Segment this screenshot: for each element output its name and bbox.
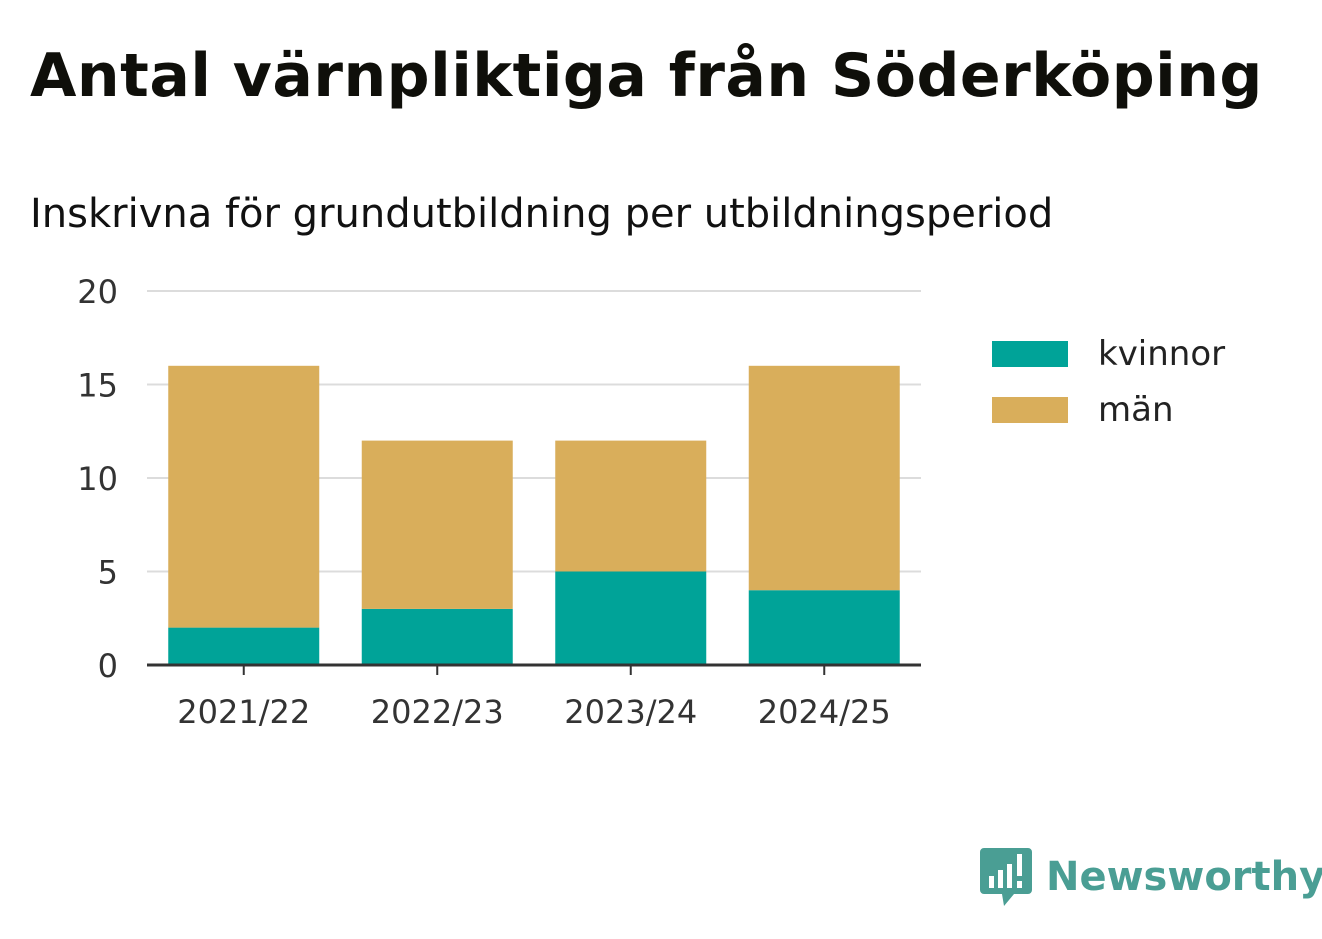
y-tick-label: 20 <box>77 273 118 311</box>
bar-segment <box>168 627 320 665</box>
bar-segment <box>168 365 320 628</box>
legend-label: kvinnor <box>1098 334 1226 374</box>
y-tick-label: 15 <box>77 367 118 405</box>
legend-label: män <box>1098 390 1174 430</box>
x-tick-label: 2024/25 <box>758 693 891 731</box>
chart-subtitle: Inskrivna för grundutbildning per utbild… <box>30 191 1054 237</box>
brand-name: Newsworthy <box>1046 854 1322 900</box>
newsworthy-logo-icon <box>980 848 1032 906</box>
x-tick-label: 2023/24 <box>564 693 697 731</box>
y-tick-label: 0 <box>98 647 118 685</box>
y-tick-label: 10 <box>77 460 118 498</box>
legend-swatch <box>992 341 1068 367</box>
bar-segment <box>361 608 513 665</box>
brand-logo: Newsworthy <box>980 846 1322 908</box>
bar-segment <box>748 590 900 665</box>
x-tick-label: 2021/22 <box>177 693 310 731</box>
chart-title: Antal värnpliktiga från Söderköping <box>30 41 1263 111</box>
y-tick-label: 5 <box>98 554 118 592</box>
x-tick-label: 2022/23 <box>371 693 504 731</box>
legend-swatch <box>992 397 1068 423</box>
bar-segment <box>361 440 513 609</box>
chart-legend: kvinnor män <box>992 326 1225 438</box>
legend-item: män <box>992 382 1225 438</box>
bar-segment <box>555 571 707 665</box>
bar-segment <box>555 440 707 572</box>
bar-segment <box>748 365 900 591</box>
legend-item: kvinnor <box>992 326 1225 382</box>
